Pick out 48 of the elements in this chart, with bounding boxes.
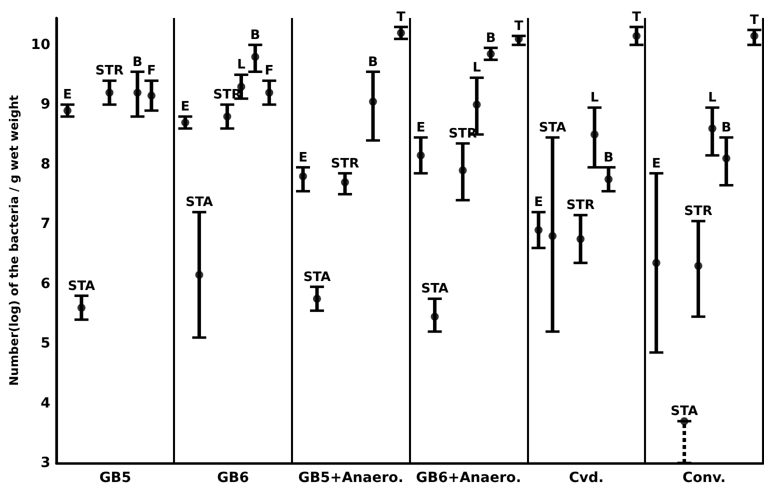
y-tick-label: 7 xyxy=(40,216,50,232)
y-tick-label: 4 xyxy=(40,395,51,412)
y-tick-label: 3 xyxy=(40,455,50,471)
text: B xyxy=(250,28,260,43)
text: STA xyxy=(538,120,566,136)
text: STR xyxy=(684,204,712,220)
y-tick-label: 6 xyxy=(40,276,50,292)
text: STR xyxy=(213,88,242,103)
y-tick-label: 10 xyxy=(30,36,51,53)
series-label: STA xyxy=(670,404,698,420)
text: L xyxy=(472,60,481,76)
text: STA xyxy=(303,270,331,285)
text: B xyxy=(368,54,378,70)
text: E xyxy=(416,120,426,136)
y-tick-label: 9 xyxy=(40,96,50,113)
x-tick-label: GB6+Anaero. xyxy=(416,470,522,486)
series-label: L xyxy=(237,58,246,73)
text: T xyxy=(632,10,641,25)
text: STR xyxy=(566,198,595,214)
text: T xyxy=(396,10,406,25)
x-tick-label: GB5 xyxy=(99,470,132,486)
text: STA xyxy=(186,195,213,210)
text: B xyxy=(721,120,732,136)
y-axis-title: Number(log) of the bacteria / g wet weight xyxy=(7,94,21,386)
text: E xyxy=(298,150,308,166)
text: B xyxy=(132,54,142,70)
text: E xyxy=(534,195,543,210)
text: L xyxy=(708,90,716,106)
series-label: F xyxy=(264,64,274,79)
series-label: T xyxy=(514,18,524,34)
x-tick-label: GB5+Anaero. xyxy=(298,470,404,486)
x-tick-label: Cvd. xyxy=(568,470,604,486)
text: B xyxy=(604,150,614,166)
series-label: STR xyxy=(330,156,360,172)
text: L xyxy=(590,90,599,106)
text: F xyxy=(147,64,156,79)
series-label: E xyxy=(180,100,190,115)
text: STR xyxy=(95,64,124,79)
text: E xyxy=(63,88,72,103)
y-tick-label: 8 xyxy=(40,156,50,172)
x-tick-label: Conv. xyxy=(682,470,726,486)
text: STA xyxy=(421,282,448,297)
text: E xyxy=(652,156,661,172)
x-tick-label: GB6 xyxy=(217,470,249,486)
text: T xyxy=(750,12,759,28)
y-tick-label: 5 xyxy=(40,336,50,352)
series-label: STA xyxy=(68,278,96,294)
series-label: B xyxy=(486,30,496,46)
